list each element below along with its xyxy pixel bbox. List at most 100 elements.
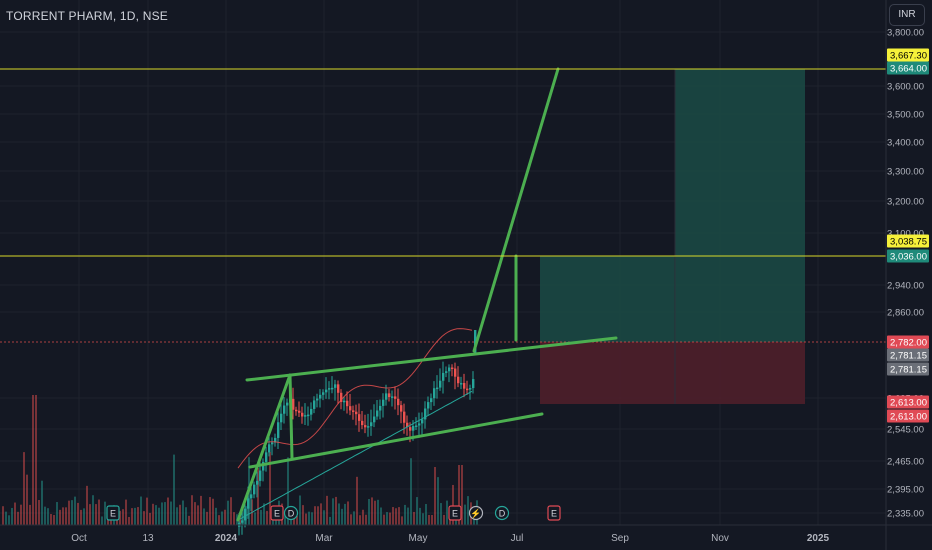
- volume-bar: [431, 515, 433, 525]
- candle-body: [352, 410, 355, 412]
- earnings-marker[interactable]: E: [547, 505, 561, 521]
- volume-bar: [83, 508, 85, 525]
- volume-bar: [302, 505, 304, 525]
- volume-bar: [437, 477, 439, 525]
- candle-body: [244, 508, 247, 521]
- earnings-icon: [448, 505, 462, 521]
- candle-body: [280, 413, 283, 423]
- volume-bar: [341, 508, 343, 525]
- time-tick-label: Sep: [611, 533, 629, 544]
- volume-bar: [5, 511, 7, 525]
- volume-bar: [326, 495, 328, 525]
- volume-bar: [164, 502, 166, 525]
- candle-body: [265, 452, 268, 462]
- earnings-marker[interactable]: E: [448, 505, 462, 521]
- candle-body: [376, 410, 379, 417]
- price-badge-label: 2,613.00: [890, 412, 927, 423]
- volume-bar: [257, 468, 259, 525]
- earnings-marker[interactable]: E: [270, 505, 284, 521]
- price-tick-label: 2,335.00: [887, 509, 924, 520]
- time-tick-label: Oct: [71, 533, 87, 544]
- volume-bar: [443, 514, 445, 525]
- candle-body: [418, 423, 421, 426]
- dividend-icon: [494, 505, 510, 521]
- volume-bar: [323, 510, 325, 525]
- volume-bar: [458, 465, 460, 525]
- volume-bar: [95, 504, 97, 525]
- channel-upper-trendline: [245, 336, 618, 382]
- flagpole-trendline: [236, 373, 292, 522]
- candle-body: [346, 400, 349, 407]
- volume-bar: [314, 506, 316, 525]
- volume-bar: [233, 512, 235, 525]
- horizontal-level-lines[interactable]: [0, 68, 886, 257]
- price-tick-label: 3,800.00: [887, 28, 924, 39]
- time-tick-label: 2024: [215, 533, 238, 544]
- price-axis[interactable]: 3,800.00 3,600.00 3,500.00 3,400.00 3,300.00…: [885, 0, 929, 550]
- volume-bar: [176, 507, 178, 525]
- candle-body: [325, 389, 328, 393]
- risk-reward-zones: [0, 69, 886, 404]
- candle-body: [409, 427, 412, 431]
- volume-bar: [14, 502, 16, 525]
- volume-bar: [203, 508, 205, 525]
- earnings-icon: [270, 505, 284, 521]
- volume-bar: [263, 503, 265, 525]
- volume-bar: [284, 513, 286, 525]
- volume-bar: [98, 499, 100, 525]
- volume-bar: [359, 515, 361, 525]
- price-badge-label: 3,038.75: [890, 237, 927, 248]
- time-axis[interactable]: Oct 13 2024 Mar May Jul Sep Nov 2025: [0, 524, 932, 544]
- candle-body: [322, 392, 325, 395]
- candle-body: [340, 392, 343, 403]
- candle-body: [331, 387, 334, 390]
- volume-bar: [362, 509, 364, 525]
- volume-bar: [86, 485, 88, 525]
- volume-bar: [383, 514, 385, 525]
- dividend-icon: [283, 505, 299, 521]
- candle-body: [364, 425, 367, 428]
- volume-bar: [377, 499, 379, 525]
- event-markers[interactable]: E E E ED D⚡: [106, 505, 561, 521]
- trendline-drawings[interactable]: [236, 67, 618, 522]
- volume-bar: [335, 496, 337, 525]
- candle-body: [385, 393, 388, 400]
- volume-bar: [146, 497, 148, 525]
- price-badge-label: 2,613.00: [890, 398, 927, 409]
- candle-body: [427, 402, 430, 409]
- volume-bar: [440, 503, 442, 525]
- currency-button[interactable]: INR: [889, 4, 925, 26]
- candle-body: [328, 388, 331, 390]
- event-marker-label: D: [288, 509, 295, 519]
- volume-bar: [101, 516, 103, 525]
- split-marker[interactable]: ⚡: [468, 505, 484, 521]
- volume-bar: [413, 511, 415, 525]
- candle-body: [277, 422, 280, 438]
- volume-bar: [296, 515, 298, 525]
- volume-bar: [182, 500, 184, 525]
- candle-body: [415, 425, 418, 427]
- volume-bar: [44, 506, 46, 525]
- candle-body: [430, 398, 433, 403]
- price-badge-label: 3,667.30: [890, 51, 927, 62]
- candle-body: [313, 400, 316, 409]
- volume-bar: [320, 503, 322, 525]
- earnings-marker[interactable]: E: [106, 505, 120, 521]
- candle-body: [253, 484, 256, 495]
- candle-body: [451, 367, 454, 370]
- ema-fast-line: [237, 328, 473, 469]
- volume-bar: [80, 509, 82, 525]
- volume-bar: [11, 507, 13, 525]
- dividend-marker[interactable]: D: [494, 505, 510, 521]
- candle-body: [334, 384, 337, 388]
- volume-bar: [422, 513, 424, 525]
- dividend-marker[interactable]: D: [283, 505, 299, 521]
- volume-bar: [365, 514, 367, 525]
- price-tick-label: 3,400.00: [887, 138, 924, 149]
- candle-body: [472, 379, 475, 389]
- volume-bar: [449, 516, 451, 525]
- volume-bar: [140, 496, 142, 525]
- split-icon: [468, 505, 484, 521]
- volume-bar: [338, 503, 340, 525]
